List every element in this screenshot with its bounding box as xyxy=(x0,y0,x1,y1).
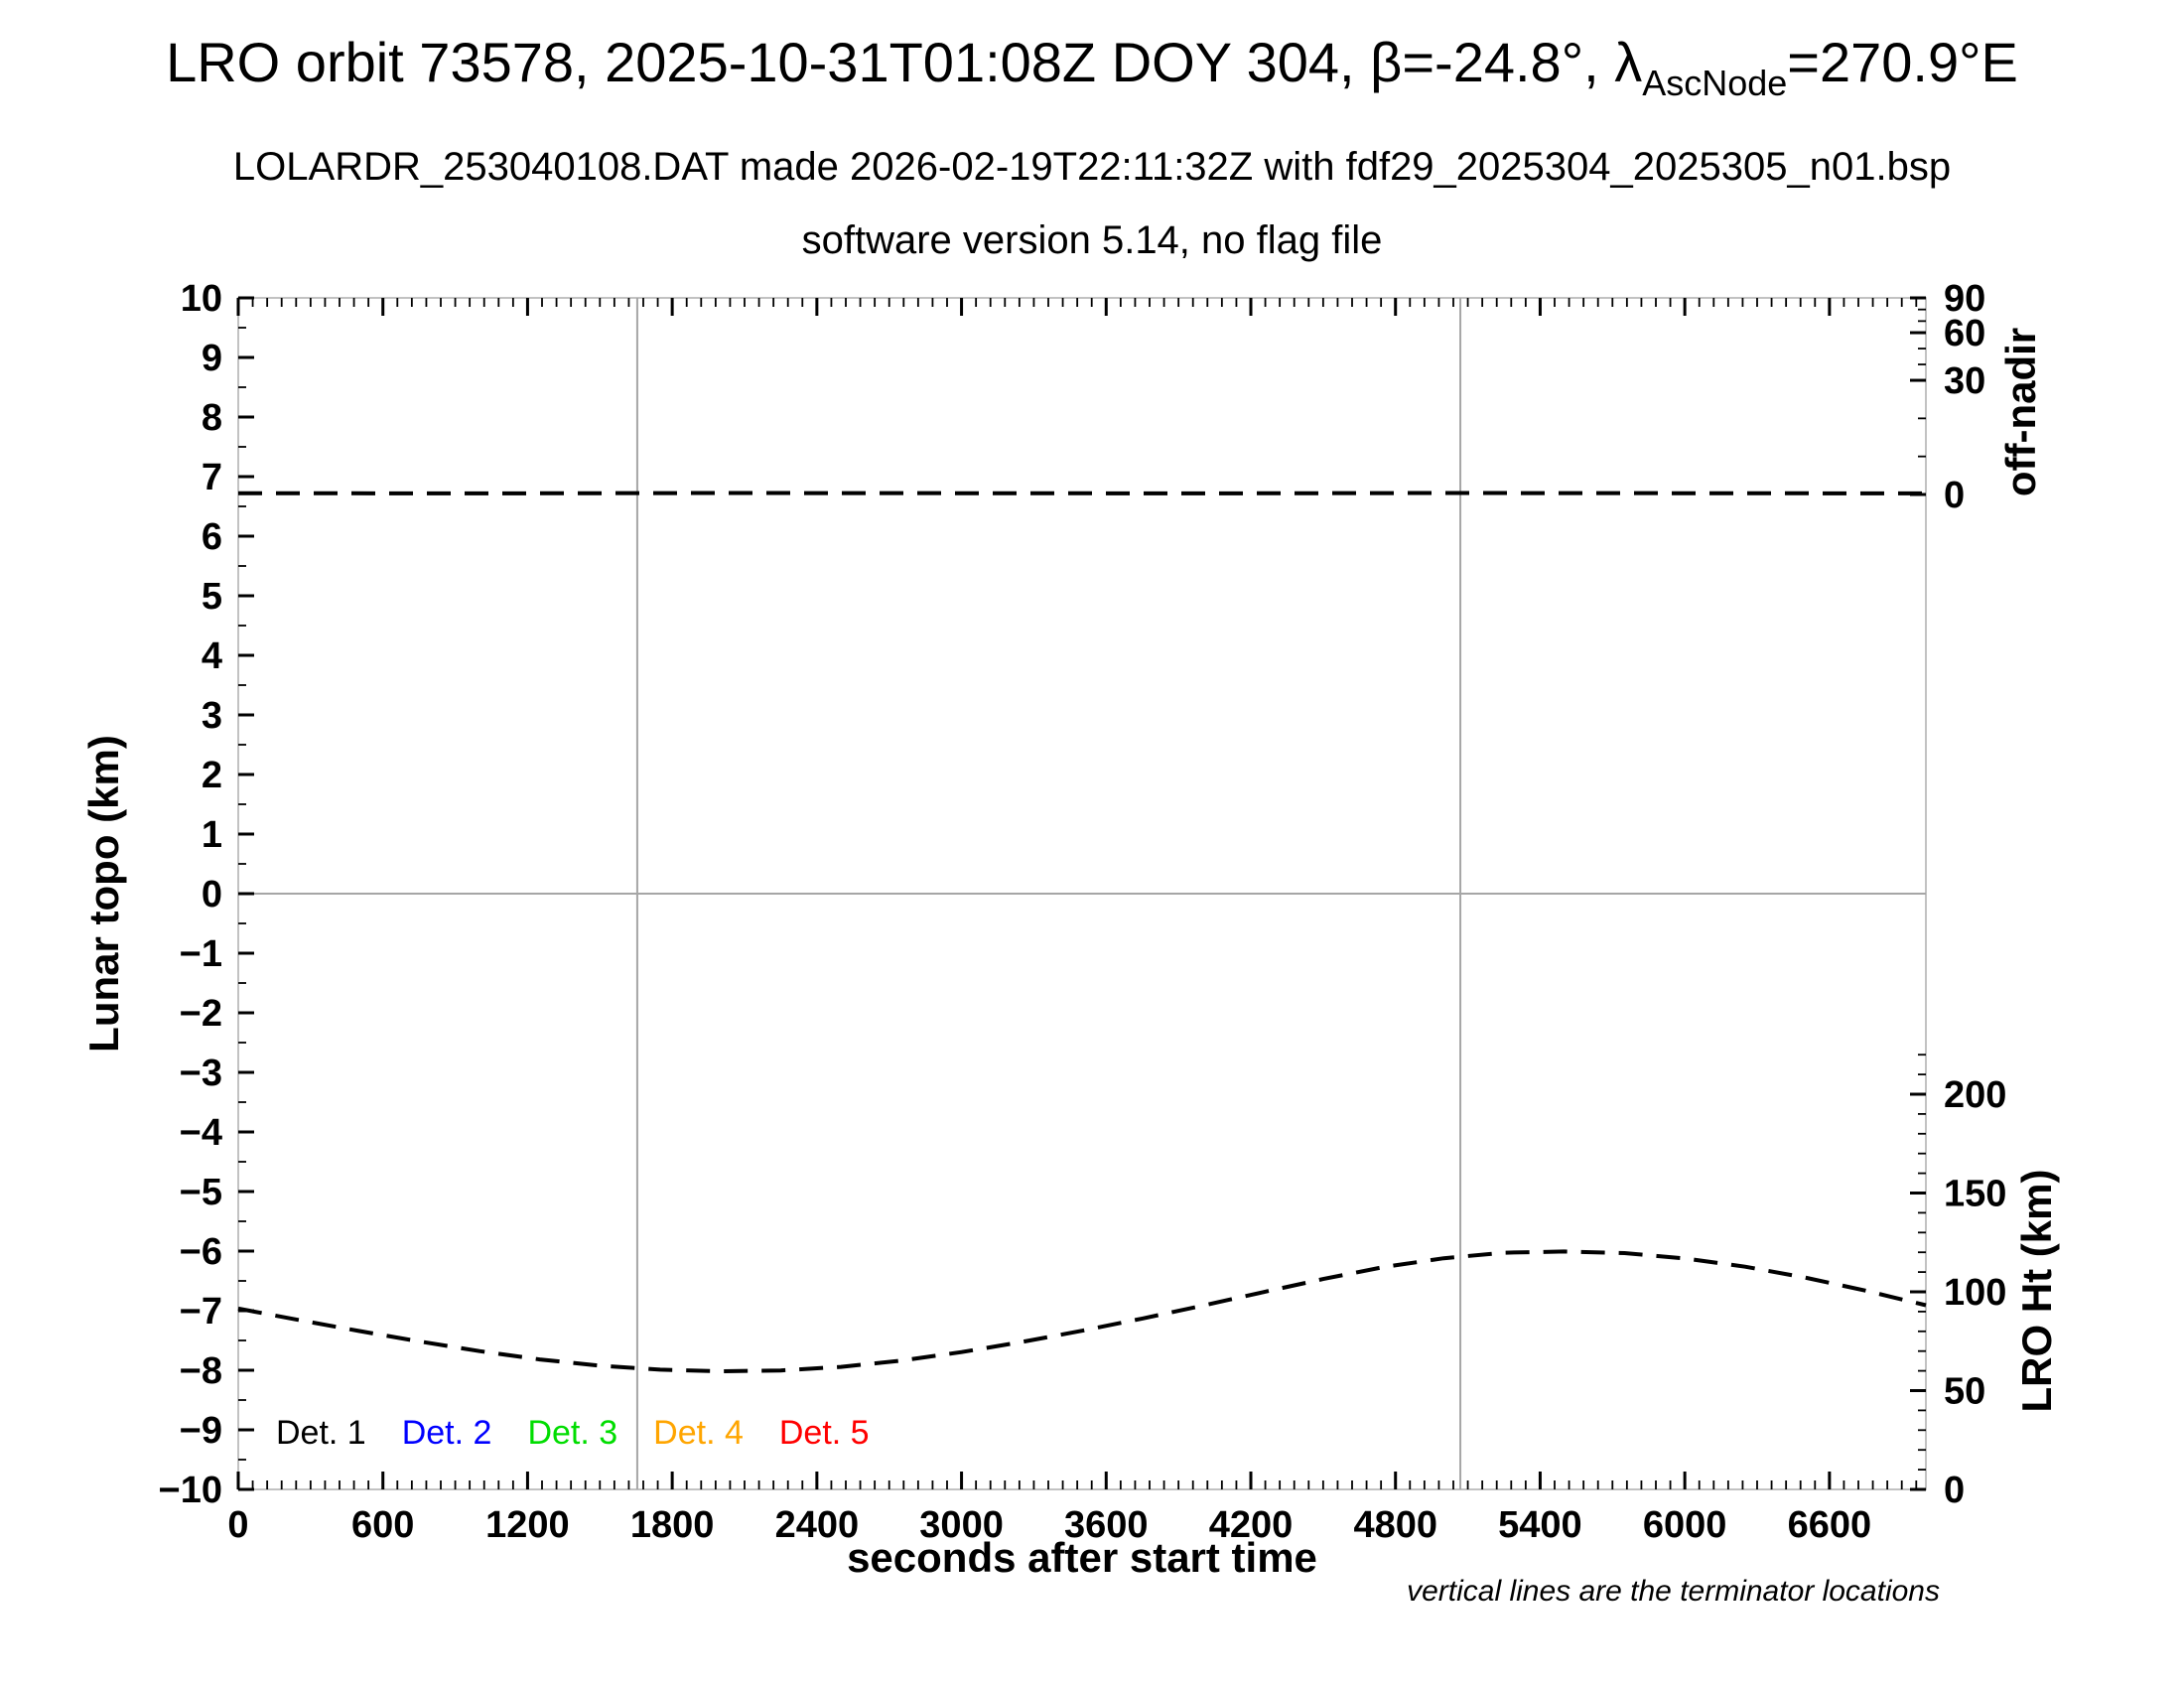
legend-item: Det. 3 xyxy=(527,1414,618,1452)
y-axis-label-lro-height: LRO Ht (km) xyxy=(2013,1169,2060,1413)
y-left-tick-label: 4 xyxy=(202,635,222,677)
x-axis-label: seconds after start time xyxy=(847,1534,1317,1581)
legend: Det. 1 Det. 2 Det. 3 Det. 4 Det. 5 xyxy=(276,1414,870,1453)
y-left-tick-label: 0 xyxy=(202,874,222,915)
x-tick-label: 600 xyxy=(351,1504,414,1546)
y-left-tick-label: −9 xyxy=(180,1410,222,1452)
x-tick-label: 4200 xyxy=(1209,1504,1294,1546)
subtitle: LOLARDR_253040108.DAT made 2026-02-19T22… xyxy=(232,145,1952,189)
y-left-tick-label: 10 xyxy=(181,278,222,320)
legend-item: Det. 4 xyxy=(653,1414,744,1452)
y-axis-label-left: Lunar topo (km) xyxy=(80,735,127,1053)
x-tick-label: 6600 xyxy=(1788,1504,1872,1546)
lro-ht-tick-label: 50 xyxy=(1944,1371,1985,1413)
x-tick-label: 3600 xyxy=(1064,1504,1149,1546)
x-tick-label: 2400 xyxy=(775,1504,860,1546)
lro-ht-tick-label: 150 xyxy=(1944,1174,2006,1215)
title-suffix: =270.9°E xyxy=(1787,31,2018,93)
y-left-tick-label: −6 xyxy=(180,1231,222,1273)
title-subscript: AscNode xyxy=(1642,63,1788,103)
x-tick-label: 1800 xyxy=(630,1504,715,1546)
y-left-tick-label: −10 xyxy=(159,1470,222,1511)
software-version-line: software version 5.14, no flag file xyxy=(801,218,1383,262)
y-axis-label-off-nadir: off-nadir xyxy=(1997,327,2044,497)
x-tick-label: 6000 xyxy=(1643,1504,1727,1546)
legend-item: Det. 5 xyxy=(778,1414,870,1452)
y-left-tick-label: −2 xyxy=(180,993,222,1035)
off-nadir-tick-label: 60 xyxy=(1944,313,1985,354)
off-nadir-tick-label: 90 xyxy=(1944,278,1985,320)
lro-ht-tick-label: 200 xyxy=(1944,1074,2006,1116)
title-prefix: LRO orbit 73578, 2025-10-31T01:08Z DOY 3… xyxy=(166,31,1643,93)
off-nadir-tick-label: 30 xyxy=(1944,360,1985,402)
lro-ht-tick-label: 100 xyxy=(1944,1272,2006,1314)
y-left-tick-label: 6 xyxy=(202,516,222,558)
lro-height-series xyxy=(237,1249,1927,1374)
y-left-tick-label: −5 xyxy=(180,1172,222,1213)
y-left-tick-label: 9 xyxy=(202,338,222,379)
x-tick-label: 1200 xyxy=(485,1504,570,1546)
legend-item: Det. 2 xyxy=(401,1414,492,1452)
y-left-tick-label: 8 xyxy=(202,397,222,439)
x-tick-label: 0 xyxy=(227,1504,248,1546)
x-tick-label: 4800 xyxy=(1353,1504,1437,1546)
legend-item: Det. 1 xyxy=(276,1414,366,1452)
terminator-footnote: vertical lines are the terminator locati… xyxy=(1407,1575,1940,1608)
y-left-tick-label: −7 xyxy=(180,1291,222,1333)
y-left-tick-label: 7 xyxy=(202,457,222,498)
page-title: LRO orbit 73578, 2025-10-31T01:08Z DOY 3… xyxy=(0,30,2184,104)
y-left-tick-label: −4 xyxy=(180,1112,222,1154)
y-left-tick-label: −1 xyxy=(180,933,222,975)
y-left-tick-label: 1 xyxy=(202,814,222,856)
off-nadir-tick-label: 0 xyxy=(1944,475,1965,516)
y-left-tick-label: −8 xyxy=(180,1350,222,1392)
y-left-tick-label: 5 xyxy=(202,576,222,618)
x-tick-label: 5400 xyxy=(1498,1504,1582,1546)
y-left-tick-label: 3 xyxy=(202,695,222,737)
lro-ht-tick-label: 0 xyxy=(1944,1470,1965,1511)
y-left-tick-label: 2 xyxy=(202,755,222,796)
y-left-tick-label: −3 xyxy=(180,1053,222,1094)
x-tick-label: 3000 xyxy=(919,1504,1004,1546)
